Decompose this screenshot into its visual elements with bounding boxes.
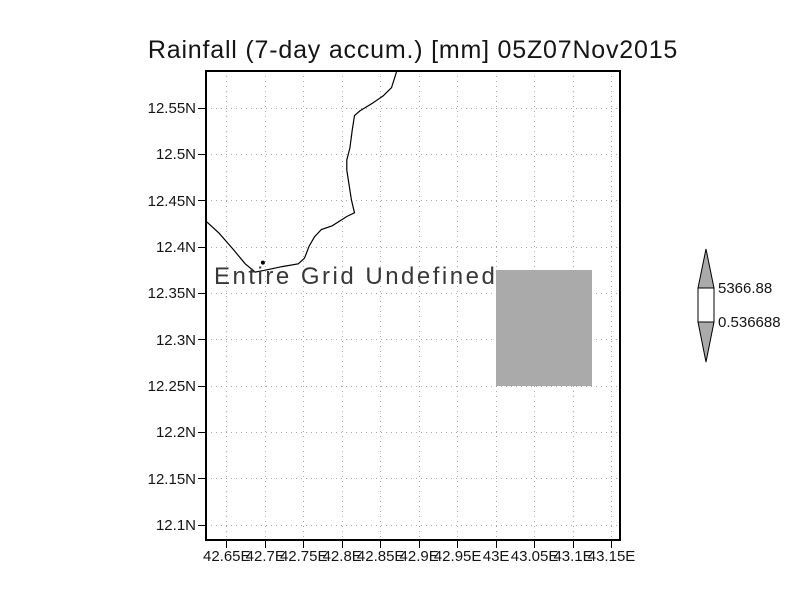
y-gridline [206, 246, 620, 248]
y-axis-tick [198, 200, 205, 202]
x-axis-tick [380, 541, 382, 548]
undefined-data-region [496, 270, 593, 387]
x-tick-label: 43.1E [553, 548, 593, 565]
y-gridline [206, 339, 620, 341]
x-axis-tick [341, 541, 343, 548]
x-tick-label: 42.65E [202, 548, 251, 565]
x-gridline [611, 71, 613, 540]
plot-title: Rainfall (7-day accum.) [mm] 05Z07Nov201… [147, 36, 679, 64]
y-gridline [206, 524, 620, 526]
y-axis-tick [198, 339, 205, 341]
colorbar-upper-arrow [697, 248, 715, 289]
x-tick-label: 42.8E [322, 548, 362, 565]
y-gridline [206, 153, 620, 155]
y-gridline [206, 431, 620, 433]
x-tick-label: 43.15E [587, 548, 636, 565]
colorbar-lower-arrow [697, 321, 715, 363]
colorbar-min-label: 0.536688 [718, 314, 781, 331]
x-tick-label: 43.05E [510, 548, 559, 565]
x-tick-label: 42.85E [356, 548, 405, 565]
colorbar-range-box [697, 287, 715, 323]
x-gridline [380, 71, 382, 540]
y-axis-tick [198, 524, 205, 526]
map-plot-area: Entire Grid Undefined [206, 71, 620, 540]
x-gridline [264, 71, 266, 540]
x-tick-label: 42.9E [399, 548, 439, 565]
y-axis-tick [198, 107, 205, 109]
x-axis-tick [226, 541, 228, 548]
y-axis-tick [198, 431, 205, 433]
y-tick-label: 12.15N [147, 470, 196, 488]
island-dot [260, 260, 265, 265]
y-tick-label: 12.5N [155, 146, 196, 164]
x-gridline [418, 71, 420, 540]
y-gridline [206, 292, 620, 294]
x-gridline [226, 71, 228, 540]
x-gridline [303, 71, 305, 540]
y-gridline [206, 385, 620, 387]
y-gridline [206, 200, 620, 202]
y-gridline [206, 107, 620, 109]
y-axis-tick [198, 292, 205, 294]
y-gridline [206, 478, 620, 480]
coastline-map [206, 71, 398, 273]
x-axis-tick [303, 541, 305, 548]
grid-undefined-message: Entire Grid Undefined [214, 263, 498, 290]
y-axis-tick [198, 246, 205, 248]
coastline-path [206, 71, 398, 273]
x-gridline [341, 71, 343, 540]
x-gridline [457, 71, 459, 540]
x-axis-tick [457, 541, 459, 548]
y-tick-label: 12.3N [155, 331, 196, 349]
plot-border-frame [205, 70, 621, 541]
y-tick-label: 12.55N [147, 100, 196, 118]
y-tick-label: 12.1N [155, 517, 196, 535]
x-axis-tick [572, 541, 574, 548]
y-tick-label: 12.2N [155, 424, 196, 442]
y-tick-label: 12.25N [147, 378, 196, 396]
y-axis-tick [198, 478, 205, 480]
y-axis-tick [198, 385, 205, 387]
x-axis-tick [264, 541, 266, 548]
x-tick-label: 42.75E [279, 548, 328, 565]
x-axis-tick [418, 541, 420, 548]
x-tick-label: 43E [482, 548, 510, 565]
y-axis-tick [198, 153, 205, 155]
x-tick-label: 42.7E [245, 548, 285, 565]
x-axis-tick [611, 541, 613, 548]
y-tick-label: 12.35N [147, 285, 196, 303]
y-tick-label: 12.4N [155, 239, 196, 257]
x-axis-tick [534, 541, 536, 548]
colorbar [697, 248, 715, 363]
x-axis-tick [495, 541, 497, 548]
x-tick-label: 42.95E [433, 548, 482, 565]
colorbar-max-label: 5366.88 [718, 280, 773, 297]
y-tick-label: 12.45N [147, 192, 196, 210]
